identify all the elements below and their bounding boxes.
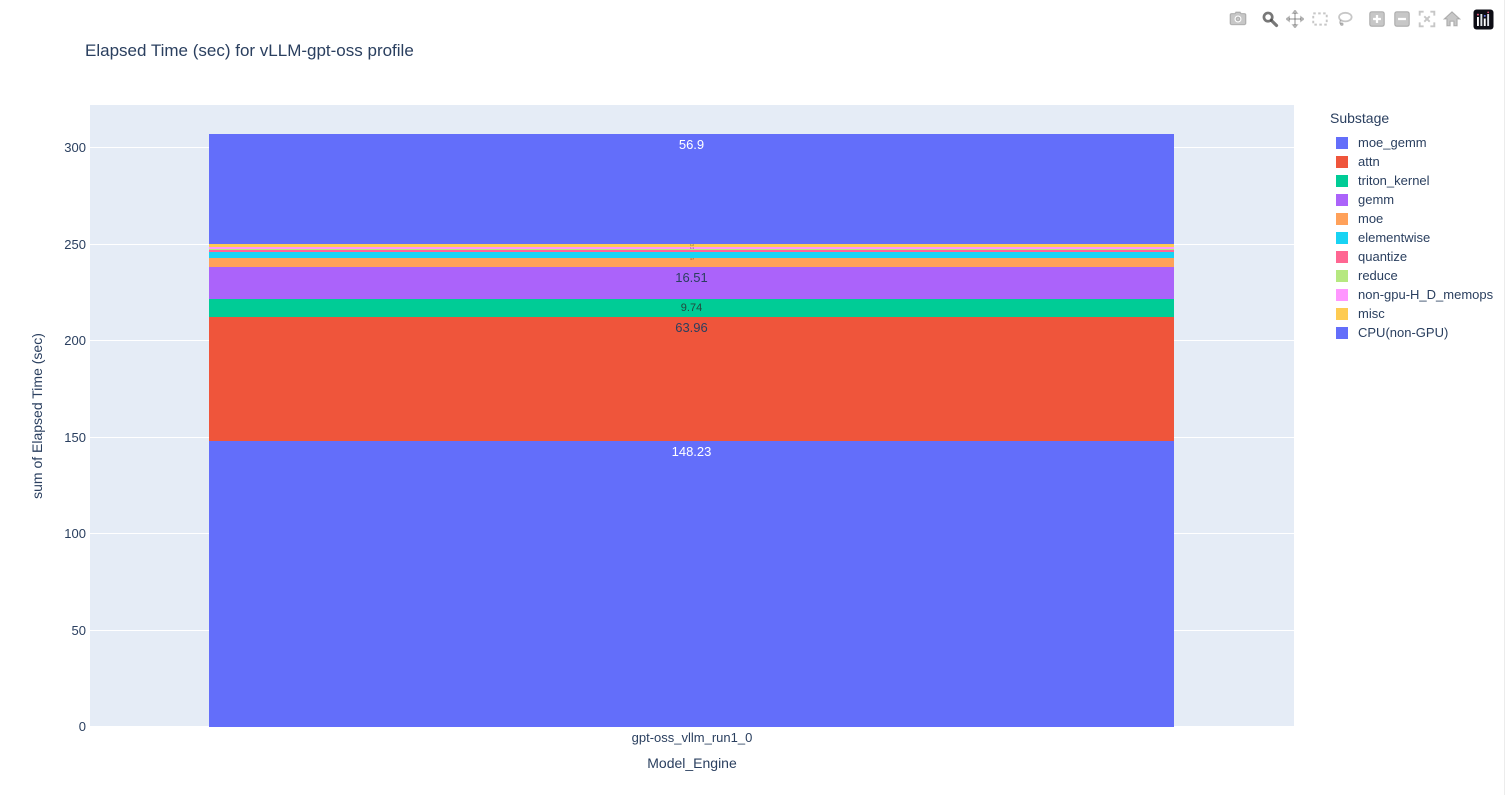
bar-value-label-moe_gemm: 148.23 bbox=[671, 443, 712, 459]
bar-value-label-gemm: 16.51 bbox=[675, 269, 708, 285]
chart-title: Elapsed Time (sec) for vLLM-gpt-oss prof… bbox=[85, 41, 414, 60]
legend-swatch-moe bbox=[1336, 212, 1348, 225]
lasso-select-icon[interactable] bbox=[1332, 6, 1357, 32]
bar-segment-moe[interactable] bbox=[209, 257, 1174, 267]
x-axis-title: Model_Engine bbox=[647, 755, 737, 771]
y-tick-label-100: 100 bbox=[64, 526, 86, 541]
zoom-in-icon[interactable] bbox=[1364, 6, 1389, 32]
legend: Substage moe_gemm attn triton_kernel gemm mo… bbox=[1328, 110, 1512, 342]
legend-swatch-elementwise bbox=[1336, 231, 1348, 244]
bar-segment-gemm[interactable] bbox=[209, 266, 1174, 299]
y-axis-title: sum of Elapsed Time (sec) bbox=[29, 333, 45, 499]
bar-segment-CPU(non-GPU)[interactable] bbox=[209, 134, 1174, 245]
legend-swatch-attn bbox=[1336, 155, 1348, 168]
bar-segment-attn[interactable] bbox=[209, 317, 1174, 441]
legend-item-non-gpu-H_D_memops[interactable]: non-gpu-H_D_memops bbox=[1328, 285, 1512, 304]
bar-segment-non-gpu-H_D_memops[interactable] bbox=[209, 246, 1174, 249]
bar-segment-moe_gemm[interactable] bbox=[209, 440, 1174, 727]
legend-swatch-quantize bbox=[1336, 250, 1348, 263]
legend-item-moe_gemm[interactable]: moe_gemm bbox=[1328, 133, 1512, 152]
bar-segment-reduce[interactable] bbox=[209, 248, 1174, 250]
legend-swatch-CPU(non-GPU) bbox=[1336, 326, 1348, 339]
legend-swatch-non-gpu-H_D_memops bbox=[1336, 288, 1348, 301]
stacked-bar: 148.23 63.96 9.74 16.51 4.7 1.1 1.2 56.9 bbox=[209, 105, 1174, 727]
zoom-icon[interactable] bbox=[1257, 6, 1282, 32]
y-tick-label-300: 300 bbox=[64, 140, 86, 155]
legend-item-triton_kernel[interactable]: triton_kernel bbox=[1328, 171, 1512, 190]
plotly-logo-icon[interactable] bbox=[1471, 6, 1496, 32]
legend-label-misc: misc bbox=[1358, 306, 1385, 321]
legend-item-attn[interactable]: attn bbox=[1328, 152, 1512, 171]
bar-segment-misc[interactable] bbox=[209, 244, 1174, 247]
legend-label-gemm: gemm bbox=[1358, 192, 1395, 207]
bar-value-label-non-gpu-H_D_memops: 1.1 bbox=[689, 246, 694, 250]
legend-swatch-triton_kernel bbox=[1336, 174, 1348, 187]
legend-label-moe: moe bbox=[1358, 211, 1384, 226]
legend-swatch-moe_gemm bbox=[1336, 136, 1348, 149]
plotly-modebar bbox=[1225, 6, 1496, 32]
legend-item-reduce[interactable]: reduce bbox=[1328, 266, 1512, 285]
bar-value-label-attn: 63.96 bbox=[675, 320, 708, 336]
legend-item-misc[interactable]: misc bbox=[1328, 304, 1512, 323]
camera-icon[interactable] bbox=[1225, 6, 1250, 32]
legend-label-moe_gemm: moe_gemm bbox=[1358, 135, 1427, 150]
legend-item-moe[interactable]: moe bbox=[1328, 209, 1512, 228]
bar-segment-elementwise[interactable] bbox=[209, 251, 1174, 258]
x-tick-label: gpt-oss_vllm_run1_0 bbox=[631, 730, 753, 745]
box-select-icon[interactable] bbox=[1307, 6, 1332, 32]
legend-label-triton_kernel: triton_kernel bbox=[1358, 173, 1430, 188]
legend-label-quantize: quantize bbox=[1358, 249, 1408, 264]
y-tick-label-250: 250 bbox=[64, 236, 86, 252]
plot-area: 148.23 63.96 9.74 16.51 4.7 1.1 1.2 56.9 bbox=[90, 105, 1294, 727]
legend-label-non-gpu-H_D_memops: non-gpu-H_D_memops bbox=[1358, 287, 1494, 302]
legend-label-reduce: reduce bbox=[1358, 268, 1398, 283]
legend-label-attn: attn bbox=[1358, 154, 1380, 169]
y-tick-label-0: 0 bbox=[78, 719, 86, 734]
bar-segment-quantize[interactable] bbox=[209, 249, 1174, 252]
zoom-out-icon[interactable] bbox=[1389, 6, 1414, 32]
legend-item-elementwise[interactable]: elementwise bbox=[1328, 228, 1512, 247]
bar-value-label-moe: 4.7 bbox=[689, 257, 694, 261]
reset-axes-icon[interactable] bbox=[1439, 6, 1464, 32]
scrollbar-rule bbox=[1504, 0, 1505, 795]
legend-swatch-misc bbox=[1336, 307, 1348, 320]
legend-title: Substage bbox=[1330, 110, 1390, 126]
y-tick-label-150: 150 bbox=[64, 429, 86, 445]
pan-icon[interactable] bbox=[1282, 6, 1307, 32]
legend-item-gemm[interactable]: gemm bbox=[1328, 190, 1512, 209]
legend-label-CPU(non-GPU): CPU(non-GPU) bbox=[1358, 325, 1449, 340]
legend-swatch-reduce bbox=[1336, 269, 1348, 282]
autoscale-icon[interactable] bbox=[1414, 6, 1439, 32]
bar-value-label-misc: 1.2 bbox=[689, 244, 694, 247]
bar-segment-triton_kernel[interactable] bbox=[209, 298, 1174, 318]
legend-item-CPU(non-GPU)[interactable]: CPU(non-GPU) bbox=[1328, 323, 1512, 342]
legend-item-quantize[interactable]: quantize bbox=[1328, 247, 1512, 266]
bar-value-label-triton_kernel: 9.74 bbox=[680, 301, 703, 314]
legend-swatch-gemm bbox=[1336, 193, 1348, 206]
y-tick-label-50: 50 bbox=[71, 622, 86, 638]
legend-label-elementwise: elementwise bbox=[1358, 230, 1431, 245]
bar-value-label-CPU(non-GPU): 56.9 bbox=[678, 137, 705, 153]
y-tick-label-200: 200 bbox=[64, 333, 86, 348]
